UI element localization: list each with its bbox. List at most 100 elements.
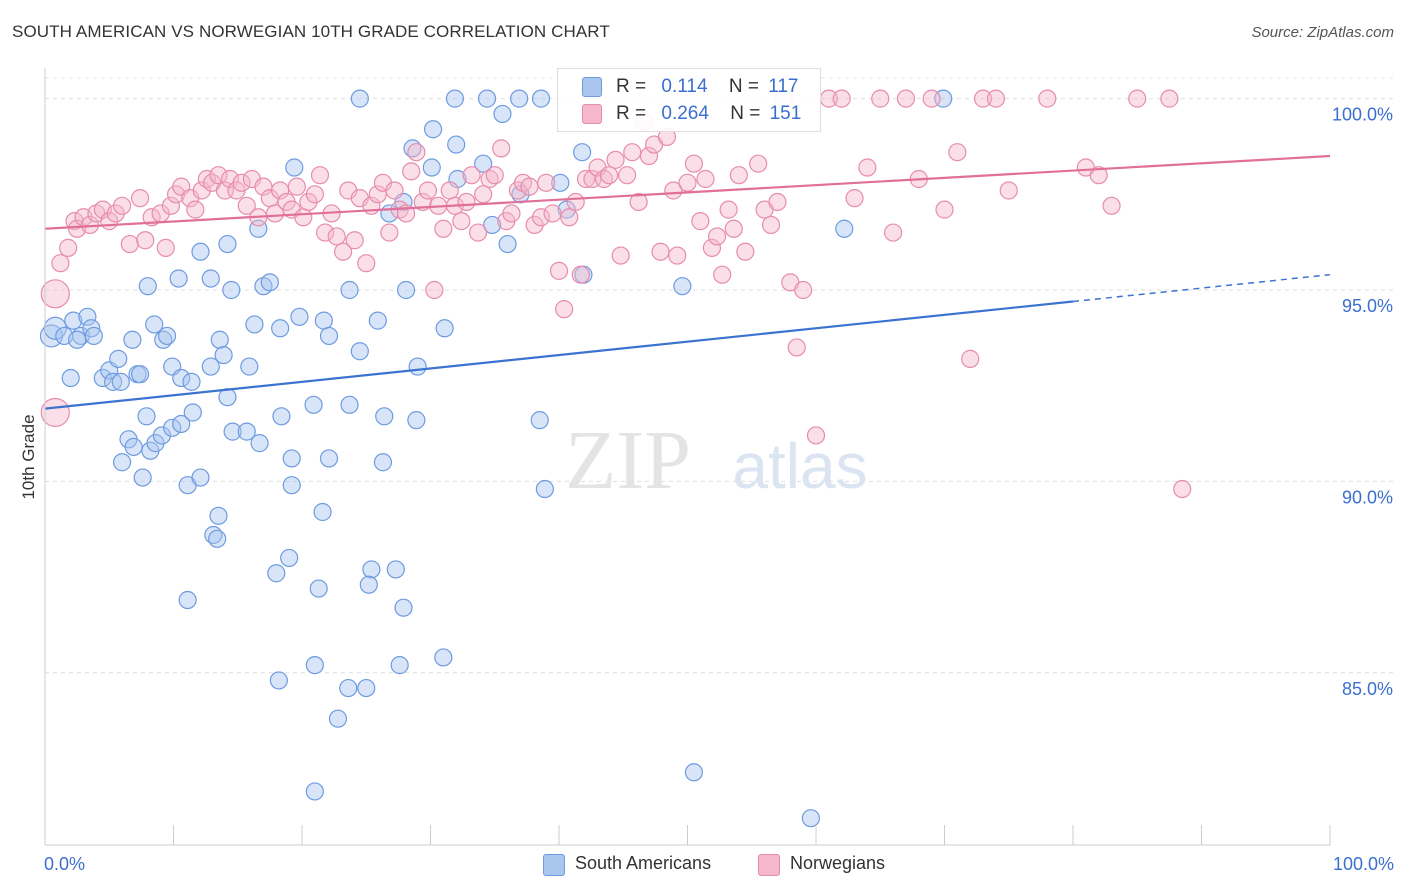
y-tick-label: 85.0% — [1342, 679, 1393, 699]
data-point — [883, 223, 903, 242]
correlation-legend: R = 0.114 N = 117 R = 0.264 N = 151 — [557, 68, 821, 132]
data-point — [210, 330, 229, 349]
data-point — [156, 238, 175, 257]
x-tick-label-max: 100.0% — [1333, 854, 1394, 874]
data-point — [340, 395, 359, 414]
data-point — [240, 357, 259, 376]
data-point — [285, 158, 304, 177]
data-point — [68, 330, 87, 349]
data-point — [396, 280, 416, 300]
data-point — [606, 150, 625, 169]
data-point — [858, 158, 877, 177]
data-point — [340, 280, 359, 300]
series-south-americans — [39, 89, 953, 828]
data-point — [220, 169, 240, 189]
data-point — [402, 162, 421, 181]
data-point — [474, 185, 493, 204]
data-point — [161, 196, 181, 215]
data-point — [172, 414, 191, 434]
data-point — [310, 166, 330, 185]
data-point — [761, 215, 781, 235]
n-value: 151 — [769, 103, 802, 124]
data-point — [845, 189, 864, 208]
axis-layer: 85.0% 90.0% 95.0% 100.0% — [44, 68, 1393, 846]
data-point — [986, 89, 1006, 108]
data-point — [313, 502, 332, 522]
data-point — [350, 342, 369, 361]
data-point — [531, 208, 551, 227]
data-point — [390, 656, 409, 675]
data-point — [445, 89, 465, 108]
data-point — [375, 407, 394, 426]
data-point — [435, 319, 454, 338]
data-point — [124, 437, 143, 457]
legend-label: Norwegians — [790, 853, 886, 873]
watermark-atlas: atlas — [732, 430, 867, 502]
data-point — [691, 212, 710, 231]
data-point — [223, 422, 242, 441]
data-point — [309, 579, 328, 598]
data-point — [282, 476, 301, 495]
data-point — [314, 311, 333, 330]
y-tick-label: 95.0% — [1342, 296, 1393, 316]
data-point — [183, 403, 202, 422]
data-point — [492, 139, 511, 158]
norwegians-swatch — [582, 104, 602, 124]
data-point — [832, 89, 851, 108]
data-point — [462, 166, 481, 185]
data-point — [305, 782, 324, 801]
data-point — [385, 181, 404, 200]
data-point — [237, 196, 256, 215]
data-point — [294, 208, 313, 227]
data-point — [423, 120, 443, 139]
data-point — [269, 671, 288, 690]
data-point — [623, 143, 642, 162]
data-point — [368, 311, 387, 330]
data-point — [678, 173, 697, 192]
data-point — [178, 590, 197, 610]
data-point — [267, 564, 286, 583]
data-point — [182, 372, 201, 391]
data-point — [948, 143, 967, 162]
series-legend: South Americans Norwegians — [0, 852, 1406, 878]
legend-row-text: R = 0.264 N = 151 — [616, 103, 801, 125]
y-axis-label: 10th Grade — [19, 414, 38, 499]
data-point — [1089, 166, 1108, 185]
data-point — [510, 89, 529, 108]
data-point — [639, 146, 659, 166]
data-point — [707, 227, 727, 246]
data-point — [1160, 89, 1179, 108]
data-point — [713, 265, 732, 284]
trend-line-south-americans — [44, 300, 1074, 410]
trend-layer — [44, 154, 1331, 410]
data-point — [250, 434, 269, 453]
data-point — [794, 280, 813, 300]
data-point — [345, 231, 364, 250]
data-point — [555, 300, 574, 319]
data-point — [724, 219, 743, 238]
data-point — [611, 246, 630, 265]
data-point — [133, 468, 152, 487]
data-point — [806, 426, 826, 445]
data-point — [109, 349, 128, 368]
data-point — [316, 223, 335, 242]
data-point — [319, 449, 339, 468]
data-point — [112, 196, 132, 215]
data-point — [696, 169, 715, 189]
data-point — [440, 181, 459, 200]
data-point — [408, 357, 427, 376]
data-point — [357, 678, 376, 698]
data-point — [452, 212, 471, 231]
data-point — [305, 185, 324, 204]
data-point — [290, 307, 309, 326]
data-point — [502, 204, 521, 223]
y-tick-label: 90.0% — [1342, 487, 1393, 507]
norwegians-legend-swatch — [758, 854, 780, 876]
data-point — [560, 208, 579, 227]
data-point — [566, 192, 585, 212]
data-point — [218, 234, 237, 254]
watermark-zip: ZIP — [565, 414, 691, 507]
data-point — [137, 407, 156, 426]
data-point — [468, 223, 488, 242]
data-point — [130, 365, 150, 384]
